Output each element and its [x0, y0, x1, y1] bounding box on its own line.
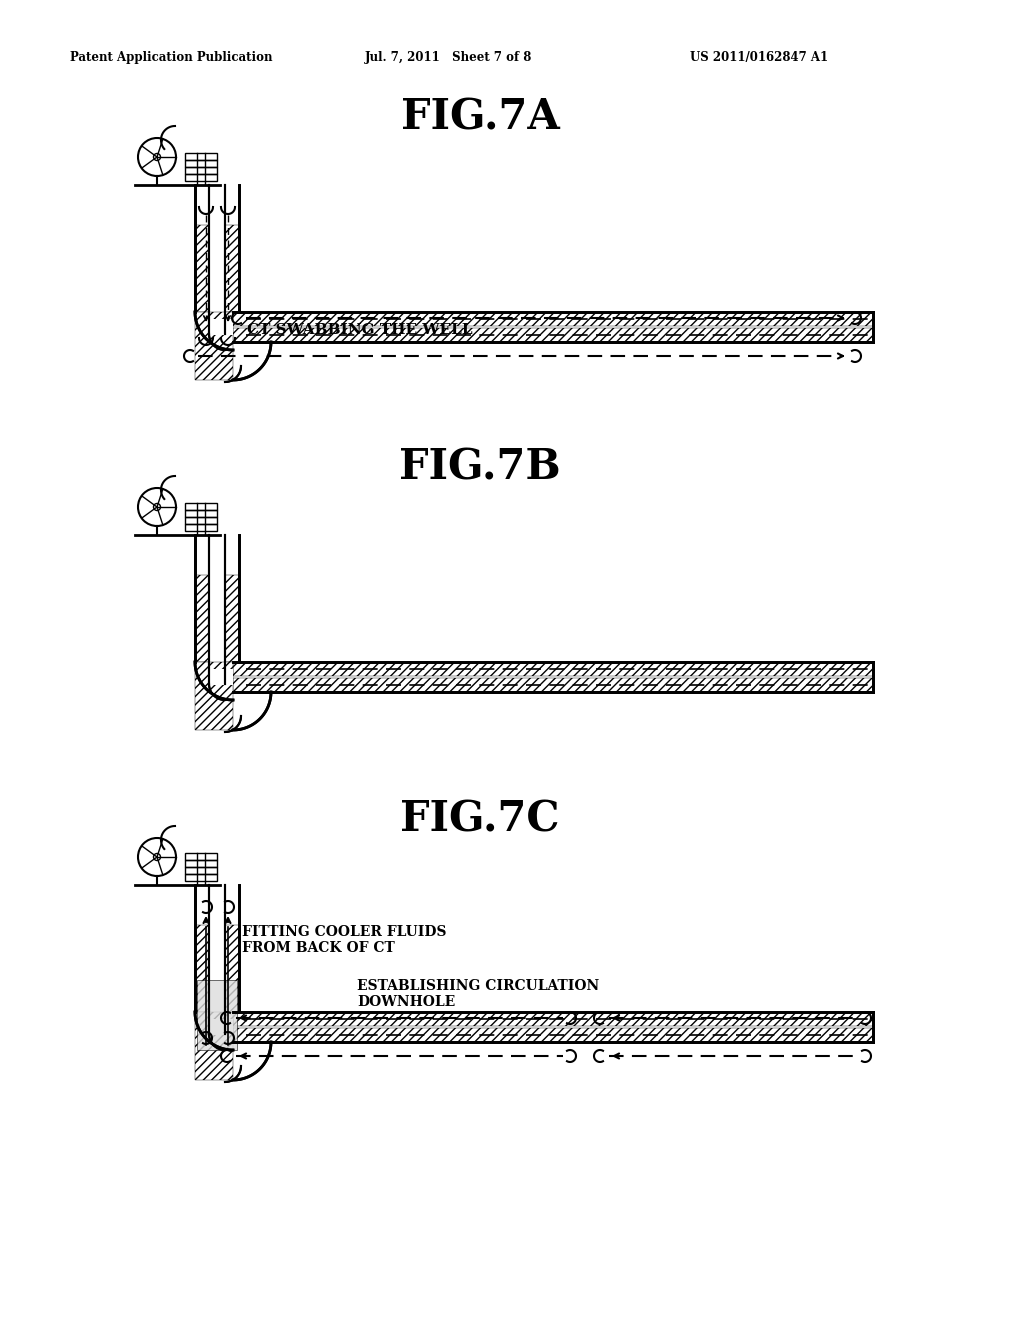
- Bar: [225, 576, 239, 663]
- Text: ESTABLISHING CIRCULATION
DOWNHOLE: ESTABLISHING CIRCULATION DOWNHOLE: [357, 979, 599, 1008]
- Bar: [195, 312, 233, 380]
- Text: CT SWABBING THE WELL: CT SWABBING THE WELL: [247, 323, 473, 337]
- Bar: [195, 224, 209, 312]
- Bar: [195, 663, 233, 730]
- Bar: [209, 669, 233, 685]
- Bar: [233, 312, 873, 326]
- Bar: [195, 1012, 233, 1080]
- Circle shape: [154, 503, 161, 511]
- Bar: [185, 517, 217, 524]
- Bar: [185, 153, 217, 160]
- Bar: [185, 524, 217, 531]
- Bar: [233, 663, 873, 676]
- Circle shape: [154, 854, 161, 861]
- Bar: [225, 925, 239, 1012]
- Bar: [195, 576, 209, 663]
- Bar: [195, 576, 209, 663]
- Bar: [195, 312, 233, 380]
- Text: Patent Application Publication: Patent Application Publication: [70, 51, 272, 65]
- Bar: [195, 224, 209, 312]
- Bar: [233, 327, 873, 342]
- Bar: [185, 874, 217, 880]
- Bar: [185, 867, 217, 874]
- Bar: [233, 1012, 873, 1026]
- Bar: [185, 510, 217, 517]
- Text: FIG.7B: FIG.7B: [399, 447, 561, 488]
- Bar: [185, 861, 217, 867]
- Bar: [195, 1012, 233, 1080]
- Bar: [233, 1012, 873, 1026]
- Bar: [195, 925, 209, 1012]
- Text: FIG.7A: FIG.7A: [400, 96, 559, 139]
- Bar: [185, 853, 217, 861]
- Bar: [233, 678, 873, 692]
- Text: Jul. 7, 2011   Sheet 7 of 8: Jul. 7, 2011 Sheet 7 of 8: [365, 51, 532, 65]
- Bar: [225, 224, 239, 312]
- Bar: [233, 1028, 873, 1041]
- Circle shape: [154, 153, 161, 161]
- Bar: [185, 160, 217, 168]
- Bar: [195, 663, 233, 730]
- Bar: [195, 925, 209, 1012]
- Bar: [185, 174, 217, 181]
- Bar: [233, 678, 873, 692]
- Bar: [185, 168, 217, 174]
- Bar: [233, 327, 873, 342]
- Bar: [225, 925, 239, 1012]
- Bar: [233, 1028, 873, 1041]
- Bar: [225, 576, 239, 663]
- Text: FITTING COOLER FLUIDS
FROM BACK OF CT: FITTING COOLER FLUIDS FROM BACK OF CT: [242, 925, 446, 956]
- Bar: [185, 503, 217, 510]
- Bar: [233, 663, 873, 676]
- Text: FIG.7C: FIG.7C: [400, 799, 560, 841]
- Text: US 2011/0162847 A1: US 2011/0162847 A1: [690, 51, 828, 65]
- Bar: [233, 312, 873, 326]
- Bar: [209, 319, 233, 335]
- Bar: [209, 1019, 233, 1035]
- Bar: [197, 979, 237, 1049]
- Bar: [225, 224, 239, 312]
